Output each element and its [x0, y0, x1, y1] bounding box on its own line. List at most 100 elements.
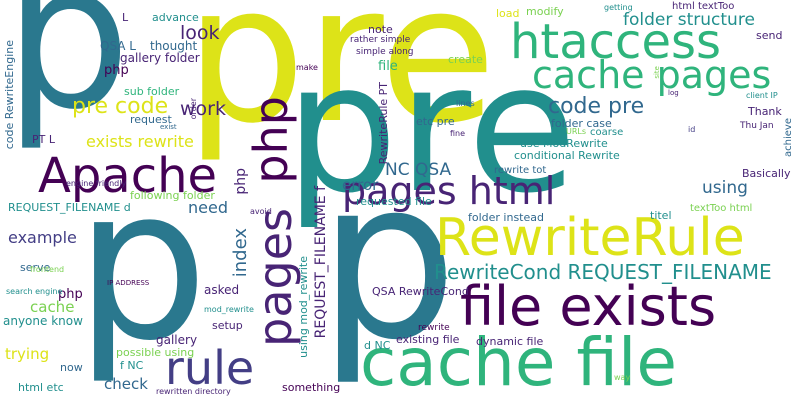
word-way: way	[614, 373, 631, 382]
word-apache: Apache	[38, 148, 218, 204]
word-cache-pages: cache pages	[532, 53, 772, 97]
word-id: id	[688, 125, 696, 134]
word-simple-along: simple along	[356, 47, 414, 57]
word-qsa-rewritecond: QSA RewriteCond	[372, 285, 469, 298]
word-exists-rewrite: exists rewrite	[86, 132, 194, 151]
word-sub-folder: sub folder	[124, 85, 180, 98]
word-using-mod-rewrite: using mod_rewrite	[297, 256, 310, 358]
word-now: now	[60, 361, 83, 374]
word-pt-l: PT L	[32, 133, 55, 146]
word-urls: URLs	[566, 127, 587, 136]
word-avoid: avoid	[250, 207, 272, 216]
word-titel: titel	[650, 209, 672, 222]
word-rewritecond: RewriteCond REQUEST_FILENAME	[434, 260, 772, 284]
word-check: check	[104, 375, 148, 393]
word-html-etc: html etc	[18, 381, 64, 394]
word-folder-instead: folder instead	[468, 211, 544, 224]
word-php-vertical-small: php	[233, 168, 249, 195]
word-conditional-rewrite: conditional Rewrite	[514, 149, 620, 162]
word-thank: Thank	[748, 105, 782, 118]
word-setup: setup	[212, 319, 243, 332]
word-texttoo-html: textToo html	[690, 203, 753, 214]
word-d-nc: d NC	[364, 339, 391, 352]
word-existing-file: existing file	[396, 333, 460, 346]
word-php-vertical: php	[244, 96, 298, 184]
word-following-folder: following folder	[130, 189, 215, 202]
word-note: note	[368, 23, 393, 36]
word-code-rewriteengine: code RewriteEngine	[3, 40, 16, 150]
word-thought: thought	[150, 39, 198, 53]
word-pages-html: pages html	[342, 169, 556, 213]
word-make: make	[296, 63, 318, 72]
word-getting: getting	[604, 3, 633, 12]
word-asked: asked	[204, 283, 240, 297]
word-requested-file: requested file	[356, 195, 432, 208]
word-file-exists: file exists	[460, 275, 717, 338]
word-cache: cache	[30, 298, 75, 316]
word-trying: trying	[5, 345, 50, 363]
word-log: log	[668, 89, 679, 97]
word-dynamic-file: dynamic file	[476, 335, 544, 348]
word-php-small2: php	[58, 287, 83, 302]
word-f-nc: f NC	[120, 359, 144, 372]
word-site: site	[653, 66, 661, 79]
word-serve: serve	[20, 261, 51, 274]
word-rewriterule-pt: RewriteRule PT	[377, 82, 390, 165]
word-look: look	[180, 22, 220, 44]
word-cache-file: cache file	[360, 324, 677, 400]
word-request-filename-d: REQUEST_FILENAME d	[8, 201, 131, 214]
word-pages: pages	[248, 208, 302, 347]
word-use-modrewrite: use ModRewrite	[520, 137, 608, 150]
word-engine-friendly: engine friendly	[66, 179, 127, 188]
word-mod-rewrite: mod_rewrite	[204, 305, 254, 314]
word-pre-center: pre	[285, 25, 577, 232]
word-something: something	[282, 381, 341, 394]
word-folder-structure: folder structure	[623, 10, 755, 30]
word-ip-address: IP ADDRESS	[107, 279, 150, 287]
word-gallery-folder: gallery folder	[120, 51, 200, 65]
word-l: L	[122, 11, 129, 24]
word-rather-simple: rather simple	[350, 35, 411, 45]
word-advance: advance	[152, 11, 199, 24]
word-search-engine: search engine	[6, 287, 63, 296]
word-modify: modify	[526, 5, 564, 18]
word-p-big-left: p	[4, 0, 131, 154]
word-create: create	[448, 53, 483, 66]
word-need: need	[188, 198, 228, 217]
word-nc-qsa: NC QSA	[385, 160, 452, 180]
word-html-texttoo: html textToo	[672, 1, 735, 12]
word-lines: lines	[456, 99, 475, 108]
word-client-ip: client IP	[746, 91, 778, 100]
word-using: using	[702, 178, 748, 198]
word-etc-pre: etc pre	[416, 115, 455, 128]
word-work: work	[180, 98, 226, 120]
word-basically: Basically	[742, 167, 791, 180]
word-exist: exist	[160, 123, 177, 131]
word-htaccess: htaccess	[510, 14, 721, 70]
word-pre-code: pre code	[72, 94, 169, 119]
word-request: request	[130, 113, 172, 126]
word-rewrite-tot: rewrite tot	[494, 165, 547, 176]
word-qsa-l: QSA L	[100, 39, 136, 53]
word-error: error	[342, 176, 379, 194]
word-request-filename-f: REQUEST_FILENAME f	[313, 186, 329, 339]
word-p-bottom-center: p	[318, 132, 458, 388]
word-rewrite: rewrite	[418, 323, 450, 333]
word-possible-using: possible using	[116, 346, 195, 359]
word-send: send	[756, 29, 783, 42]
word-gallery: gallery	[156, 333, 198, 347]
word-fine: fine	[450, 129, 466, 138]
word-pre-top: pre	[185, 0, 497, 165]
word-index: index	[230, 228, 251, 278]
word-rewriterule: RewriteRule	[435, 208, 745, 268]
word-example: example	[8, 228, 77, 247]
word-p-bottom-left: p	[75, 142, 209, 387]
word-load: load	[496, 7, 520, 20]
word-coarse: coarse	[590, 127, 624, 138]
word-file: file	[378, 59, 398, 74]
word-frontend: frontend	[30, 265, 65, 274]
word-folder-case: folder case	[551, 117, 612, 130]
word-rewritten-directory: rewritten directory	[156, 387, 231, 396]
word-anyone-know: anyone know	[3, 314, 83, 328]
